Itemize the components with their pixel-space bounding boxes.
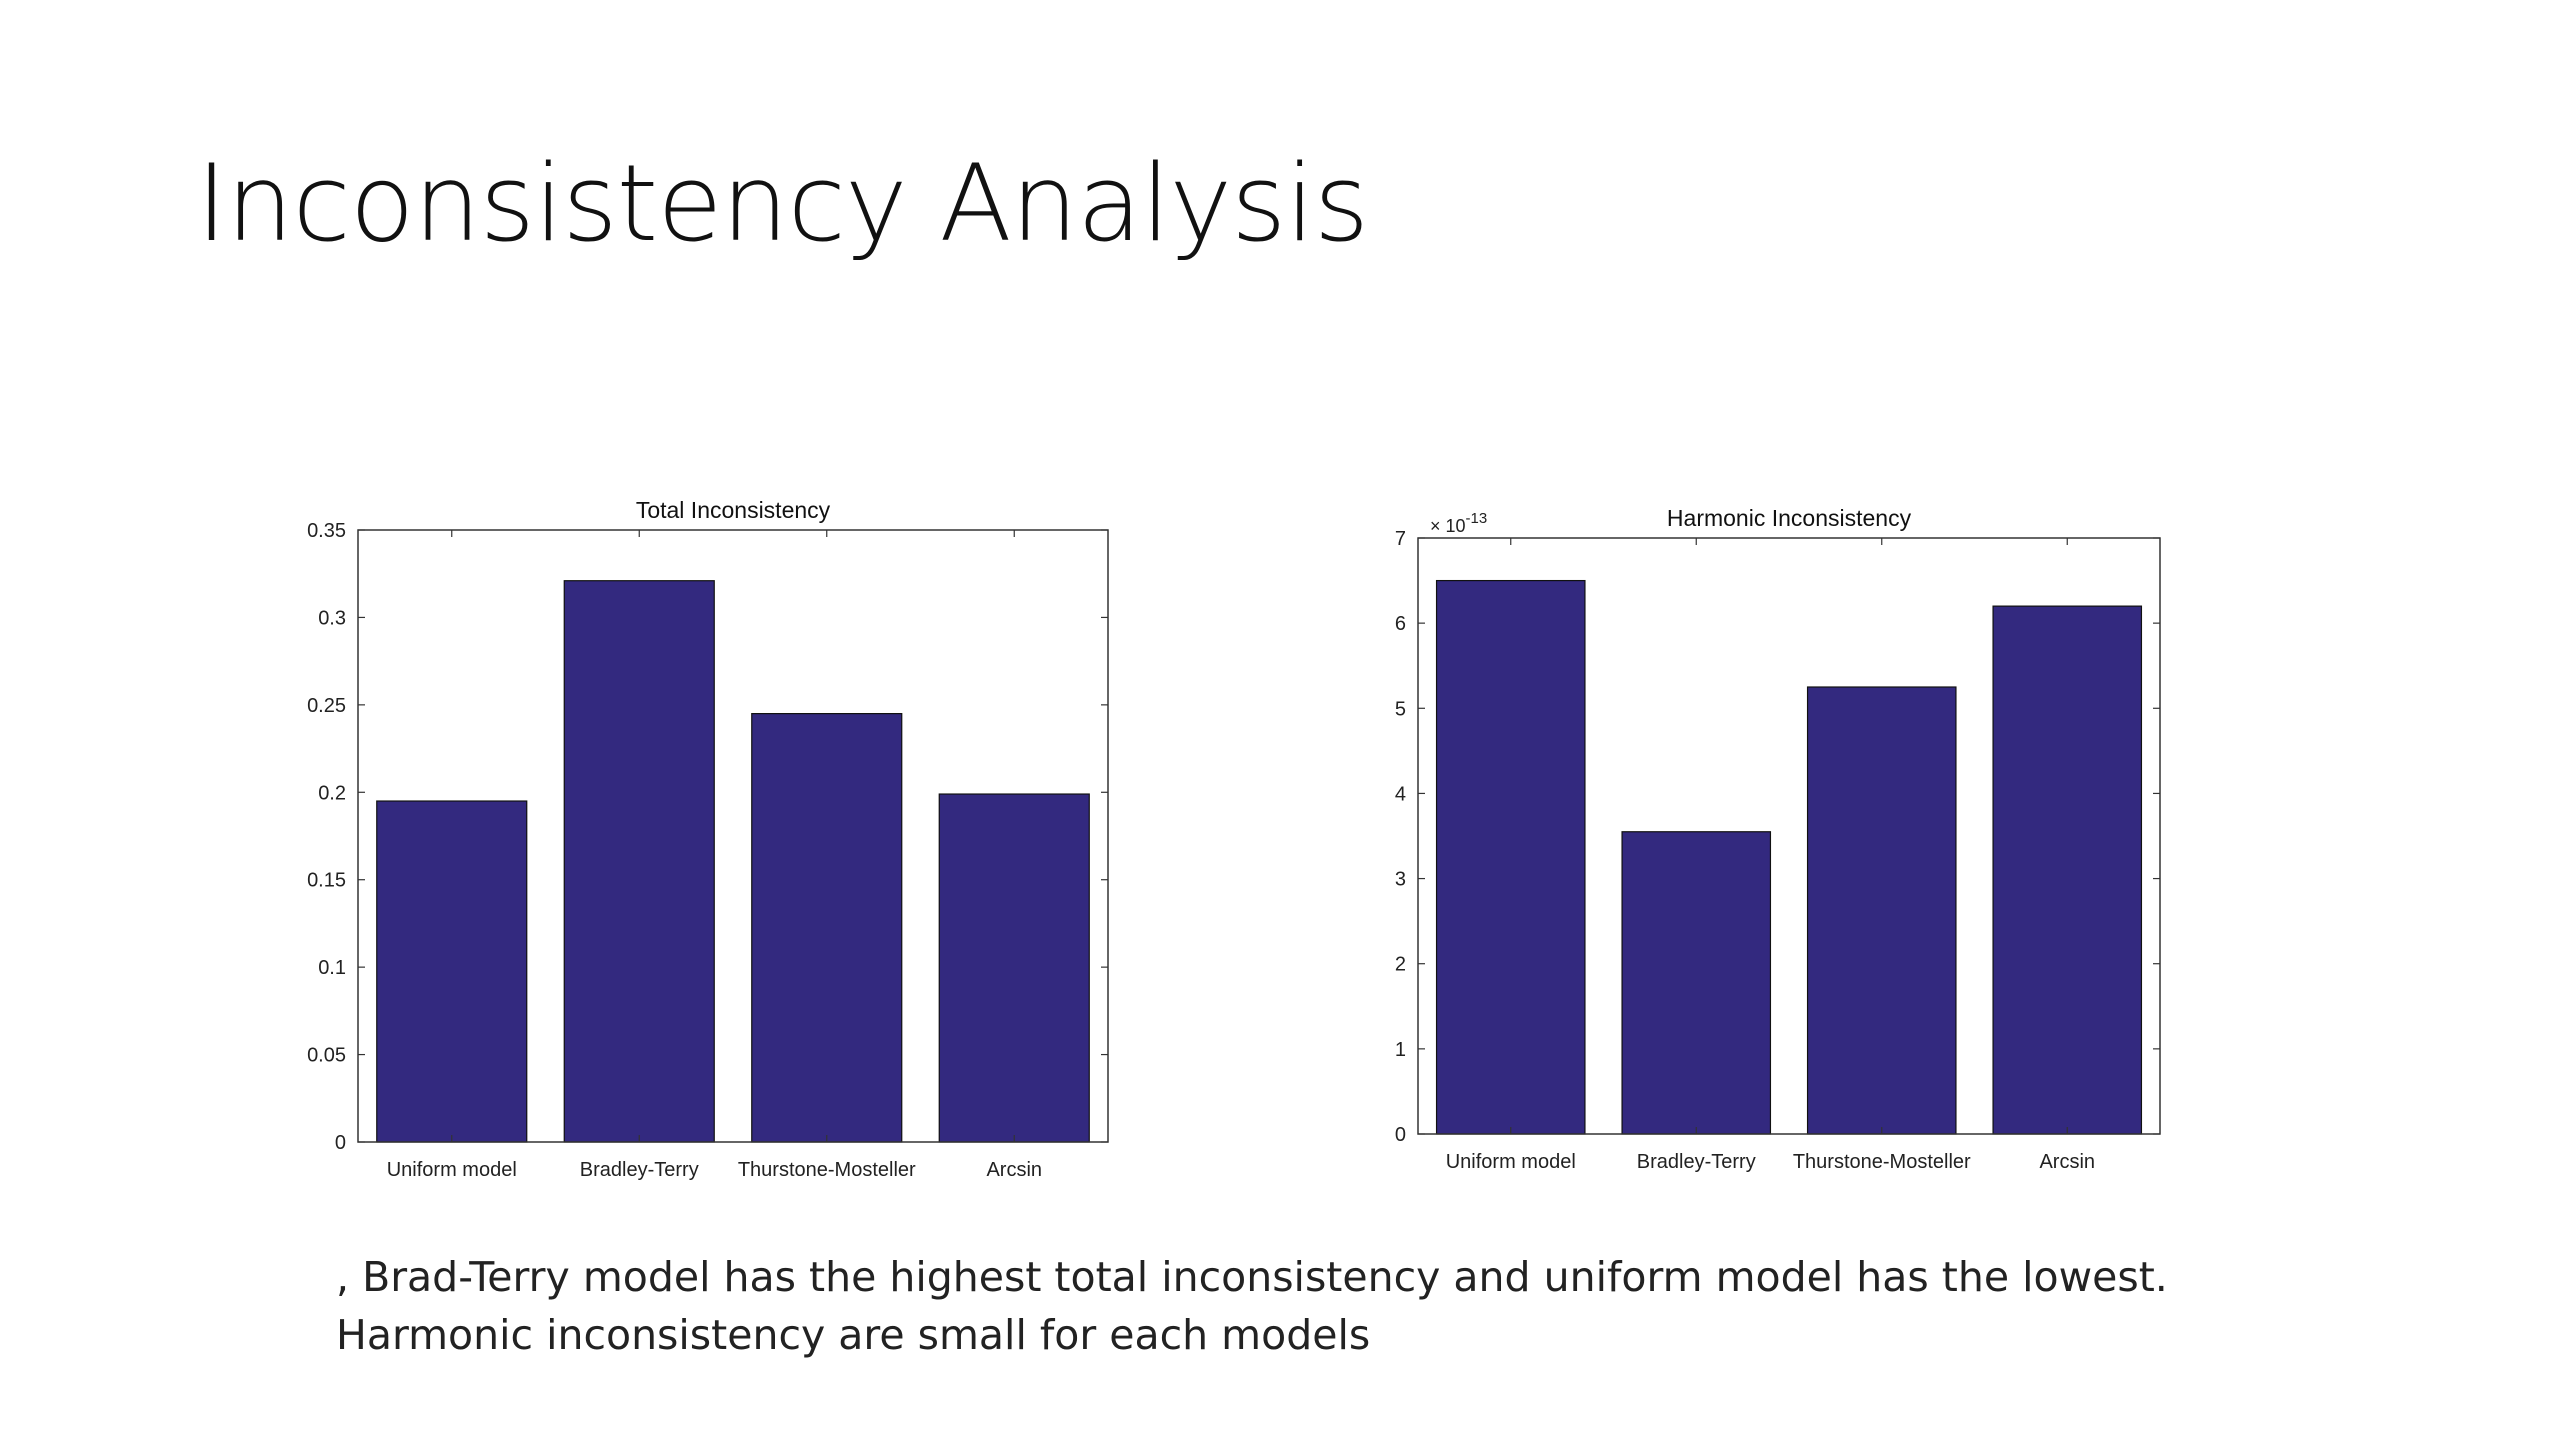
total-inconsistency-chart: Total Inconsistency Uniform model Bradley-… <box>307 497 1109 1181</box>
y-tick-label: 0.1 <box>318 957 346 979</box>
y-tick-label: 4 <box>1395 783 1406 805</box>
bar-arcsin <box>938 793 1090 1143</box>
chart-title: Total Inconsistency <box>636 497 831 523</box>
bar-bradley-terry <box>563 580 715 1143</box>
y-tick-label: 0 <box>1395 1124 1406 1146</box>
harmonic-inconsistency-chart: Harmonic Inconsistency Uniform model Bradl… <box>1395 505 2161 1173</box>
x-tick-label: Uniform model <box>1446 1151 1576 1173</box>
x-tick-label: Arcsin <box>986 1159 1042 1181</box>
x-tick-label: Bradley-Terry <box>580 1159 699 1181</box>
axes-box <box>357 529 1109 1143</box>
y-tick-label: 3 <box>1395 869 1406 891</box>
x-tick-label: Bradley-Terry <box>1637 1151 1756 1173</box>
x-tick-label: Thurstone-Mosteller <box>738 1159 916 1181</box>
x-tick-label: Uniform model <box>387 1159 517 1181</box>
y-tick-label: 7 <box>1395 528 1406 550</box>
bar-uniform-model <box>1435 579 1586 1135</box>
caption-line-1: , Brad-Terry model has the highest total… <box>336 1253 2168 1301</box>
y-tick-label: 6 <box>1395 613 1406 635</box>
y-tick-label: 1 <box>1395 1039 1406 1061</box>
chart-title: Harmonic Inconsistency <box>1667 505 1912 531</box>
bar-thurstone-mosteller <box>1806 686 1957 1135</box>
y-tick-label: 0.2 <box>318 782 346 804</box>
bar-bradley-terry <box>1621 831 1772 1135</box>
caption-line-2: Harmonic inconsistency are small for eac… <box>336 1311 1371 1359</box>
y-tick-label: 0.35 <box>307 520 346 542</box>
x-tick-label: Arcsin <box>2039 1151 2095 1173</box>
bar-uniform-model <box>376 800 528 1143</box>
y-exponent-label: × 10-13 <box>1430 510 1487 536</box>
slide-title: Inconsistency Analysis <box>196 142 1369 265</box>
y-tick-label: 0.25 <box>307 695 346 717</box>
y-tick-label: 0.15 <box>307 870 346 892</box>
y-tick-label: 0.3 <box>318 607 346 629</box>
y-tick-label: 0 <box>335 1132 346 1154</box>
bar-arcsin <box>1992 605 2143 1135</box>
y-tick-label: 5 <box>1395 698 1406 720</box>
y-tick-label: 0.05 <box>307 1045 346 1067</box>
x-tick-label: Thurstone-Mosteller <box>1793 1151 1971 1173</box>
axes-box <box>1417 537 2161 1135</box>
bar-thurstone-mosteller <box>751 713 903 1143</box>
y-tick-label: 2 <box>1395 954 1406 976</box>
slide-caption: , Brad-Terry model has the highest total… <box>336 1248 2168 1364</box>
